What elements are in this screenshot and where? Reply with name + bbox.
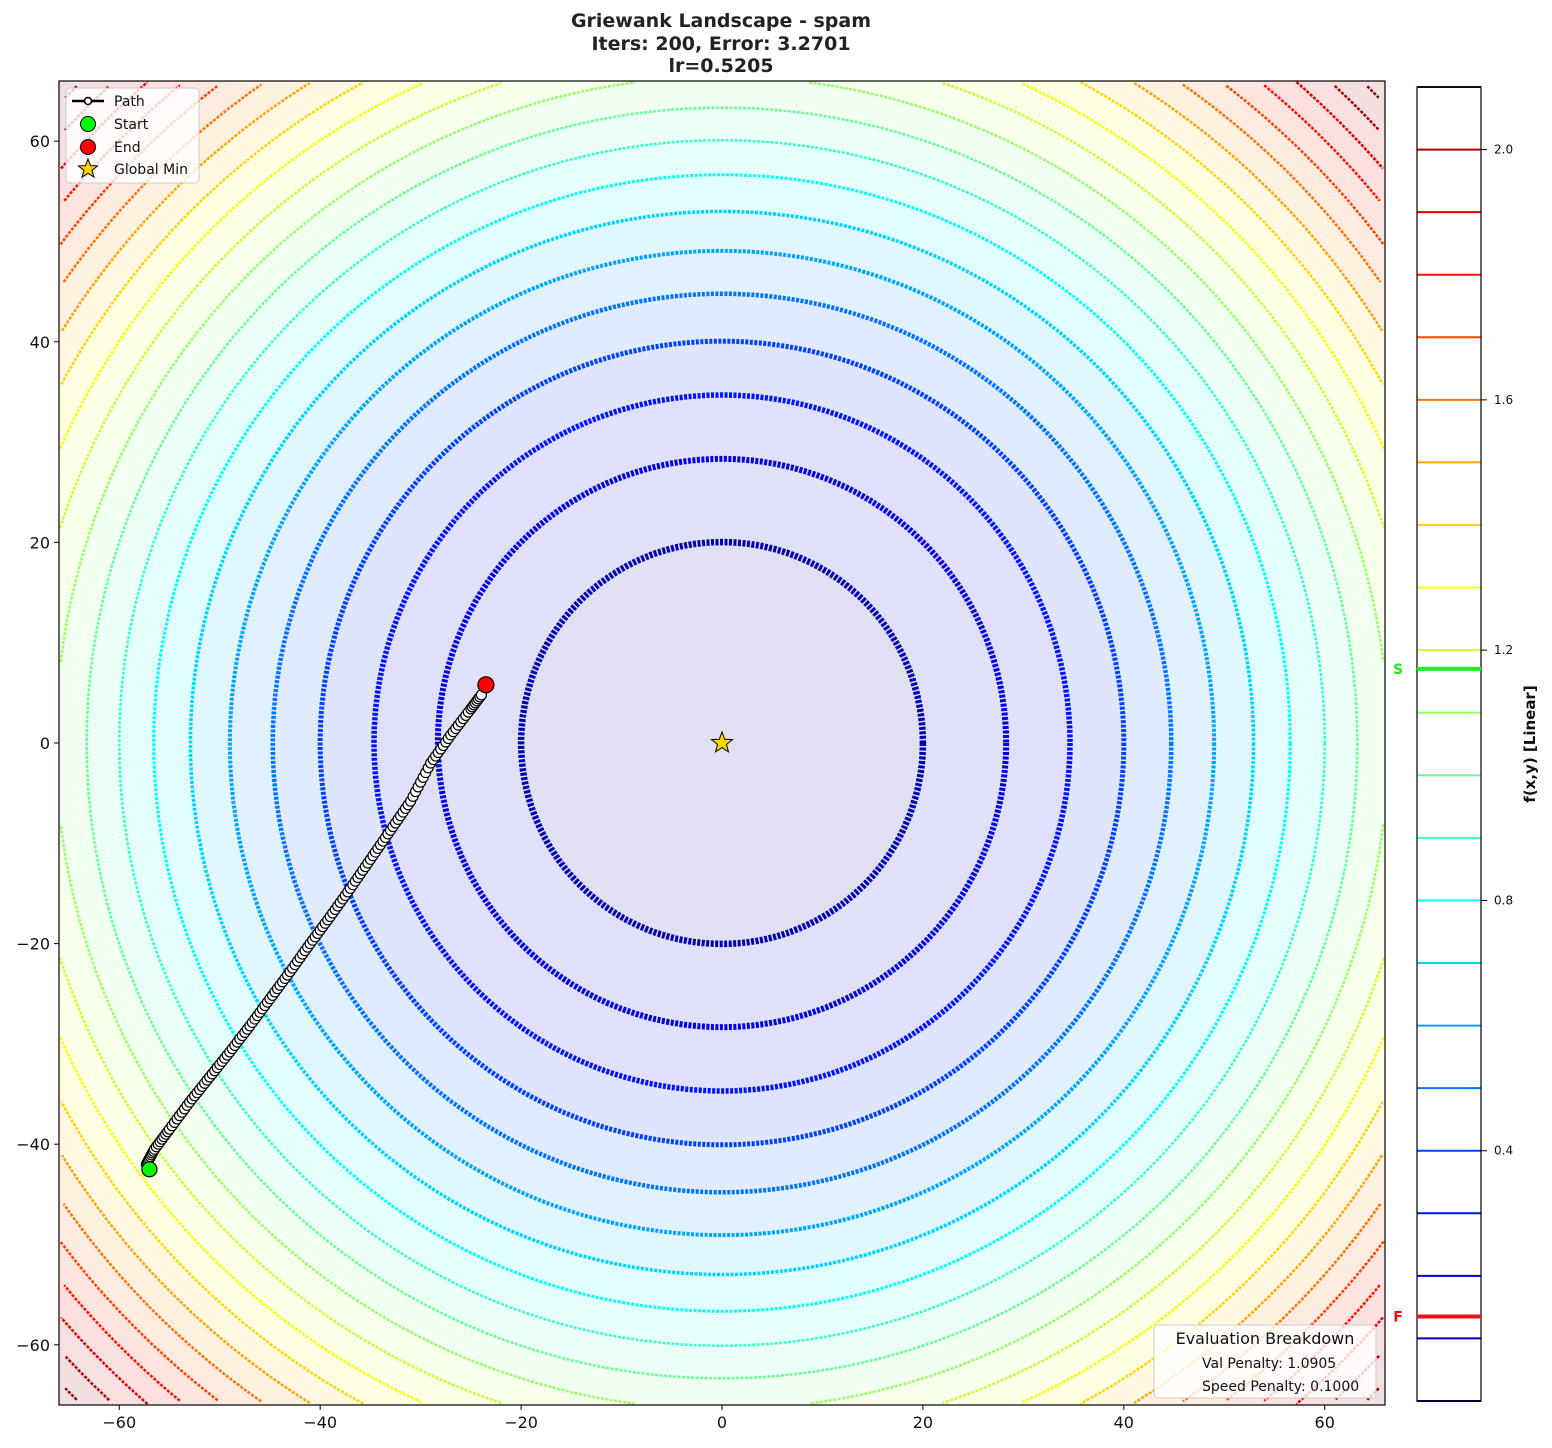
- val-penalty: Val Penalty: 1.0905: [1202, 1356, 1336, 1372]
- contour-line: [152, 173, 1292, 1313]
- contour-line: [270, 291, 1174, 1195]
- title-line-1: Griewank Landscape - spam: [571, 10, 871, 32]
- contour-fill: [59, 81, 1385, 1405]
- x-axis: −60 −40 −20 0 20 40 60: [102, 1405, 1335, 1432]
- x-tick-label: 0: [717, 1413, 727, 1432]
- legend-start: Start: [114, 117, 149, 133]
- colorbar-marker-label: S: [1393, 662, 1403, 678]
- end-legend-icon: [80, 139, 96, 155]
- y-tick-label: 20: [30, 533, 50, 552]
- x-tick-label: 20: [913, 1413, 933, 1432]
- title-line-3: lr=0.5205: [668, 55, 773, 77]
- contour-line: [59, 82, 1385, 1404]
- start-marker: [141, 1161, 158, 1178]
- x-tick-label: −60: [102, 1413, 136, 1432]
- contour-line: [60, 81, 1384, 1405]
- end-marker: [477, 676, 495, 694]
- evaluation-breakdown-box: Evaluation Breakdown Val Penalty: 1.0905…: [1153, 1324, 1377, 1399]
- legend-path: Path: [114, 94, 145, 110]
- chart-title: Griewank Landscape - spam Iters: 200, Er…: [571, 10, 871, 77]
- y-tick-label: −40: [16, 1135, 50, 1154]
- x-tick-label: −20: [504, 1413, 538, 1432]
- contour-line: [118, 139, 1326, 1347]
- colorbar-tick-label: 1.2: [1494, 643, 1513, 657]
- contour-line: [62, 83, 1382, 1403]
- contour-line: [58, 81, 1386, 1405]
- contour-line: [317, 338, 1127, 1148]
- start-legend-icon: [80, 116, 96, 132]
- global-min-star: [710, 730, 734, 754]
- contour-line: [227, 248, 1217, 1238]
- contour-line: [188, 209, 1256, 1277]
- legend-global-min: Global Min: [114, 162, 188, 178]
- colorbar-tick-label: 0.4: [1494, 1144, 1513, 1158]
- y-tick-label: 40: [30, 333, 50, 352]
- y-tick-label: −20: [16, 935, 50, 954]
- colorbar-tick-label: 0.8: [1494, 893, 1513, 907]
- legend-end: End: [114, 140, 141, 156]
- contour-line: [61, 82, 1383, 1404]
- colorbar-marker-label: F: [1393, 1310, 1403, 1326]
- contour-line: [434, 455, 1010, 1031]
- x-tick-label: 60: [1315, 1413, 1335, 1432]
- x-tick-label: −40: [303, 1413, 337, 1432]
- optimizer-path: [140, 689, 488, 1170]
- y-tick-label: 0: [40, 734, 50, 753]
- star-legend-icon: [77, 157, 99, 179]
- speed-penalty: Speed Penalty: 0.1000: [1202, 1379, 1359, 1395]
- contour-line: [85, 106, 1359, 1380]
- colorbar: 0.4 0.8 1.2 1.6 2.0 S F f(x,y) [Linear]: [1393, 86, 1539, 1402]
- contour-lines: [58, 81, 1386, 1405]
- y-axis: −60 −40 −20 0 20 40 60: [16, 132, 59, 1355]
- y-tick-label: 60: [30, 132, 50, 151]
- contour-line: [59, 81, 1385, 1405]
- point-markers: [141, 676, 734, 1178]
- colorbar-tick-label: 2.0: [1494, 143, 1513, 157]
- x-tick-label: 40: [1114, 1413, 1134, 1432]
- evaluation-title: Evaluation Breakdown: [1176, 1329, 1355, 1348]
- colorbar-label: f(x,y) [Linear]: [1521, 685, 1539, 802]
- y-tick-label: −60: [16, 1336, 50, 1355]
- legend: Path Start End Global Min: [65, 87, 200, 184]
- contour-line: [517, 538, 927, 948]
- path-legend-icon: [83, 96, 93, 106]
- title-line-2: Iters: 200, Error: 3.2701: [591, 33, 850, 55]
- colorbar-tick-label: 1.6: [1494, 393, 1513, 407]
